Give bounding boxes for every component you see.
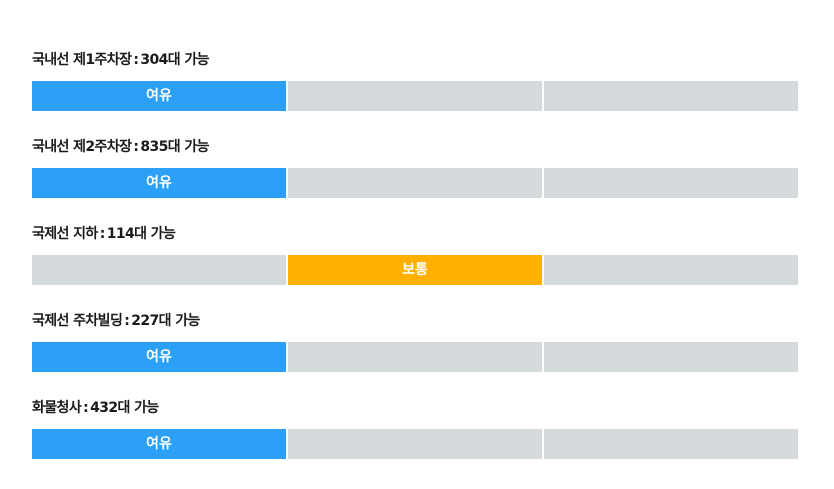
congestion-segment-normal: 보통	[288, 255, 542, 285]
separator: :	[83, 400, 89, 416]
parking-lot-title: 국제선 주차빌딩:227대 가능	[32, 313, 798, 330]
congestion-segment-normal	[288, 342, 542, 372]
congestion-bar: 여유	[32, 168, 798, 198]
congestion-segment-congested	[544, 168, 798, 198]
congestion-bar: 여유	[32, 429, 798, 459]
congestion-segment-congested	[544, 255, 798, 285]
parking-lot-cargo-terminal: 화물청사:432대 가능 여유	[32, 400, 798, 487]
congestion-segment-relaxed: 여유	[32, 429, 286, 459]
congestion-bar: 보통	[32, 255, 798, 285]
parking-lot-name: 화물청사	[32, 400, 82, 416]
congestion-segment-normal	[288, 81, 542, 111]
congestion-segment-relaxed: 여유	[32, 81, 286, 111]
separator: :	[99, 226, 106, 242]
available-count: 114대 가능	[106, 226, 176, 242]
available-count: 227대 가능	[131, 313, 200, 329]
congestion-segment-relaxed: 여유	[32, 342, 286, 372]
congestion-segment-congested	[544, 429, 798, 459]
parking-lot-international-building: 국제선 주차빌딩:227대 가능 여유	[32, 313, 798, 400]
parking-lot-domestic-1: 국내선 제1주차장:304대 가능 여유	[32, 52, 798, 139]
congestion-segment-congested	[544, 342, 798, 372]
parking-lot-title: 국제선 지하:114대 가능	[32, 226, 798, 243]
parking-lot-title: 국내선 제2주차장:835대 가능	[32, 139, 798, 156]
parking-lot-name: 국제선 지하	[32, 226, 98, 242]
congestion-segment-relaxed	[32, 255, 286, 285]
available-count: 432대 가능	[90, 400, 159, 416]
parking-status-list: 국내선 제1주차장:304대 가능 여유 국내선 제2주차장:835대 가능 여…	[32, 52, 798, 487]
parking-lot-name: 국내선 제2주차장	[32, 139, 132, 155]
available-count: 835대 가능	[140, 139, 209, 155]
separator: :	[133, 139, 139, 155]
parking-lot-title: 국내선 제1주차장:304대 가능	[32, 52, 798, 69]
separator: :	[124, 313, 130, 329]
parking-lot-domestic-2: 국내선 제2주차장:835대 가능 여유	[32, 139, 798, 226]
congestion-bar: 여유	[32, 81, 798, 111]
congestion-segment-relaxed: 여유	[32, 168, 286, 198]
parking-lot-international-underground: 국제선 지하:114대 가능 보통	[32, 226, 798, 313]
available-count: 304대 가능	[140, 52, 209, 68]
congestion-segment-congested	[544, 81, 798, 111]
separator: :	[133, 52, 139, 68]
congestion-bar: 여유	[32, 342, 798, 372]
parking-lot-name: 국내선 제1주차장	[32, 52, 132, 68]
parking-lot-name: 국제선 주차빌딩	[32, 313, 123, 329]
congestion-segment-normal	[288, 168, 542, 198]
congestion-segment-normal	[288, 429, 542, 459]
parking-lot-title: 화물청사:432대 가능	[32, 400, 798, 417]
